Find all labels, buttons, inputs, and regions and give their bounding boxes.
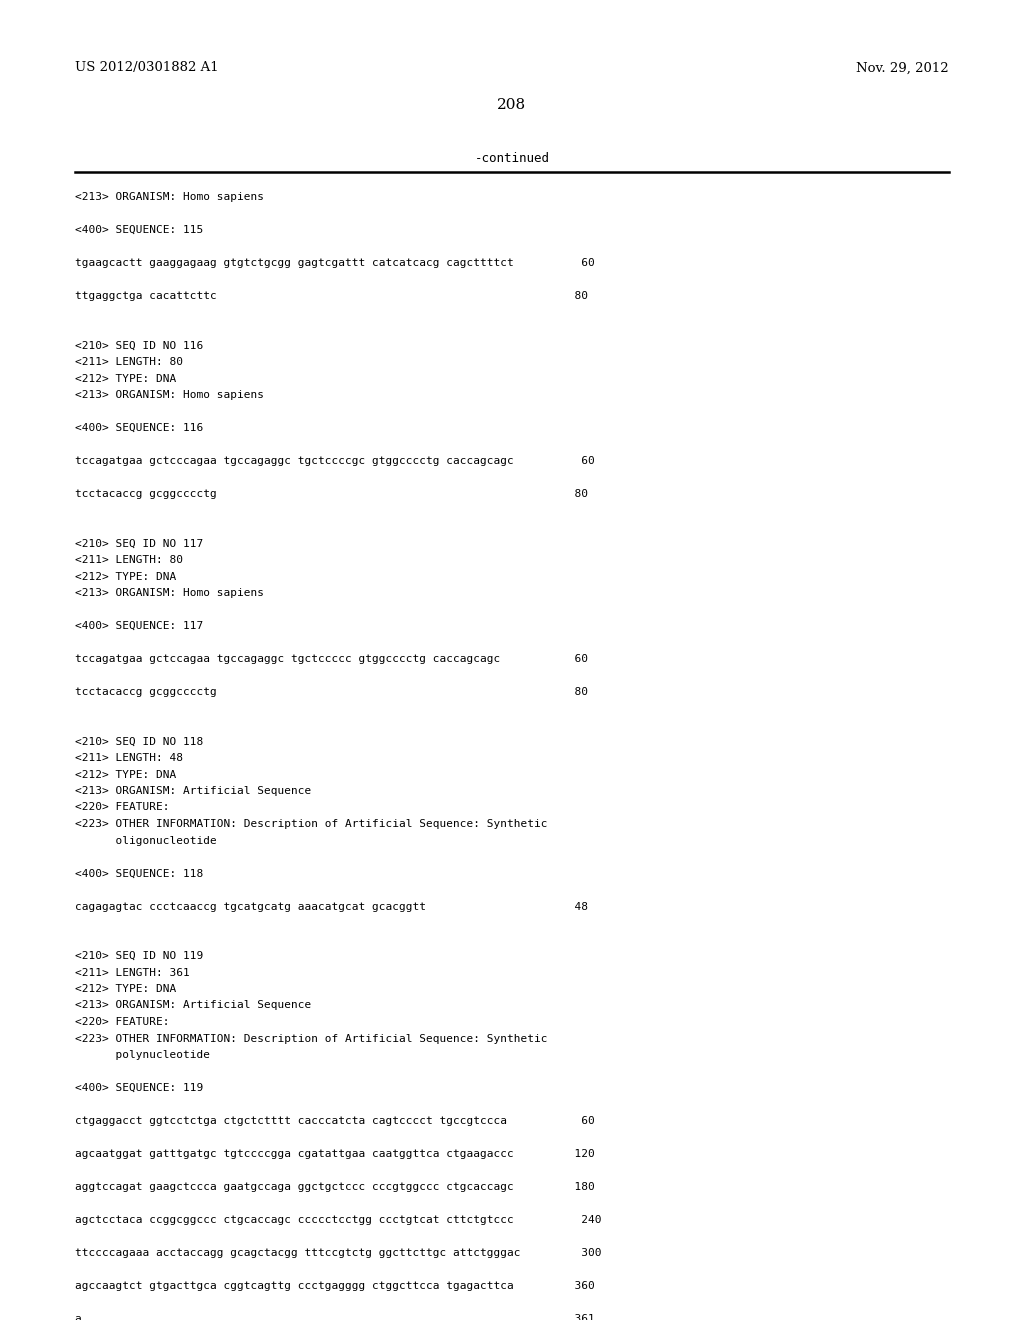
Text: <210> SEQ ID NO 118: <210> SEQ ID NO 118	[75, 737, 203, 747]
Text: <211> LENGTH: 48: <211> LENGTH: 48	[75, 752, 183, 763]
Text: <400> SEQUENCE: 116: <400> SEQUENCE: 116	[75, 422, 203, 433]
Text: ttccccagaaa acctaccagg gcagctacgg tttccgtctg ggcttcttgc attctgggac         300: ttccccagaaa acctaccagg gcagctacgg tttccg…	[75, 1247, 601, 1258]
Text: <223> OTHER INFORMATION: Description of Artificial Sequence: Synthetic: <223> OTHER INFORMATION: Description of …	[75, 1034, 548, 1044]
Text: -continued: -continued	[474, 152, 550, 165]
Text: <400> SEQUENCE: 119: <400> SEQUENCE: 119	[75, 1082, 203, 1093]
Text: tccagatgaa gctcccagaa tgccagaggc tgctccccgc gtggcccctg caccagcagc          60: tccagatgaa gctcccagaa tgccagaggc tgctccc…	[75, 455, 595, 466]
Text: US 2012/0301882 A1: US 2012/0301882 A1	[75, 62, 219, 74]
Text: <400> SEQUENCE: 115: <400> SEQUENCE: 115	[75, 224, 203, 235]
Text: <210> SEQ ID NO 116: <210> SEQ ID NO 116	[75, 341, 203, 351]
Text: ttgaggctga cacattcttc                                                     80: ttgaggctga cacattcttc 80	[75, 290, 588, 301]
Text: <210> SEQ ID NO 117: <210> SEQ ID NO 117	[75, 539, 203, 549]
Text: tcctacaccg gcggcccctg                                                     80: tcctacaccg gcggcccctg 80	[75, 488, 588, 499]
Text: <212> TYPE: DNA: <212> TYPE: DNA	[75, 374, 176, 384]
Text: tccagatgaa gctccagaa tgccagaggc tgctccccc gtggcccctg caccagcagc           60: tccagatgaa gctccagaa tgccagaggc tgctcccc…	[75, 653, 588, 664]
Text: <223> OTHER INFORMATION: Description of Artificial Sequence: Synthetic: <223> OTHER INFORMATION: Description of …	[75, 818, 548, 829]
Text: <400> SEQUENCE: 118: <400> SEQUENCE: 118	[75, 869, 203, 879]
Text: <220> FEATURE:: <220> FEATURE:	[75, 803, 170, 813]
Text: <212> TYPE: DNA: <212> TYPE: DNA	[75, 572, 176, 582]
Text: <220> FEATURE:: <220> FEATURE:	[75, 1016, 170, 1027]
Text: tcctacaccg gcggcccctg                                                     80: tcctacaccg gcggcccctg 80	[75, 686, 588, 697]
Text: ctgaggacct ggtcctctga ctgctctttt cacccatcta cagtcccct tgccgtccca           60: ctgaggacct ggtcctctga ctgctctttt cacccat…	[75, 1115, 595, 1126]
Text: agccaagtct gtgacttgca cggtcagttg ccctgagggg ctggcttcca tgagacttca         360: agccaagtct gtgacttgca cggtcagttg ccctgag…	[75, 1280, 595, 1291]
Text: oligonucleotide: oligonucleotide	[75, 836, 217, 846]
Text: <211> LENGTH: 80: <211> LENGTH: 80	[75, 356, 183, 367]
Text: aggtccagat gaagctccca gaatgccaga ggctgctccc cccgtggccc ctgcaccagc         180: aggtccagat gaagctccca gaatgccaga ggctgct…	[75, 1181, 595, 1192]
Text: Nov. 29, 2012: Nov. 29, 2012	[856, 62, 949, 74]
Text: <213> ORGANISM: Artificial Sequence: <213> ORGANISM: Artificial Sequence	[75, 785, 311, 796]
Text: <400> SEQUENCE: 117: <400> SEQUENCE: 117	[75, 620, 203, 631]
Text: <212> TYPE: DNA: <212> TYPE: DNA	[75, 983, 176, 994]
Text: cagagagtac ccctcaaccg tgcatgcatg aaacatgcat gcacggtt                      48: cagagagtac ccctcaaccg tgcatgcatg aaacatg…	[75, 902, 588, 912]
Text: <213> ORGANISM: Homo sapiens: <213> ORGANISM: Homo sapiens	[75, 389, 264, 400]
Text: agcaatggat gatttgatgc tgtccccgga cgatattgaa caatggttca ctgaagaccc         120: agcaatggat gatttgatgc tgtccccgga cgatatt…	[75, 1148, 595, 1159]
Text: <212> TYPE: DNA: <212> TYPE: DNA	[75, 770, 176, 780]
Text: tgaagcactt gaaggagaag gtgtctgcgg gagtcgattt catcatcacg cagcttttct          60: tgaagcactt gaaggagaag gtgtctgcgg gagtcga…	[75, 257, 595, 268]
Text: <210> SEQ ID NO 119: <210> SEQ ID NO 119	[75, 950, 203, 961]
Text: <211> LENGTH: 80: <211> LENGTH: 80	[75, 554, 183, 565]
Text: 208: 208	[498, 98, 526, 112]
Text: <213> ORGANISM: Homo sapiens: <213> ORGANISM: Homo sapiens	[75, 587, 264, 598]
Text: polynucleotide: polynucleotide	[75, 1049, 210, 1060]
Text: <213> ORGANISM: Homo sapiens: <213> ORGANISM: Homo sapiens	[75, 191, 264, 202]
Text: agctcctaca ccggcggccc ctgcaccagc ccccctcctgg ccctgtcat cttctgtccc          240: agctcctaca ccggcggccc ctgcaccagc ccccctc…	[75, 1214, 601, 1225]
Text: <213> ORGANISM: Artificial Sequence: <213> ORGANISM: Artificial Sequence	[75, 1001, 311, 1011]
Text: <211> LENGTH: 361: <211> LENGTH: 361	[75, 968, 189, 978]
Text: a                                                                         361: a 361	[75, 1313, 595, 1320]
